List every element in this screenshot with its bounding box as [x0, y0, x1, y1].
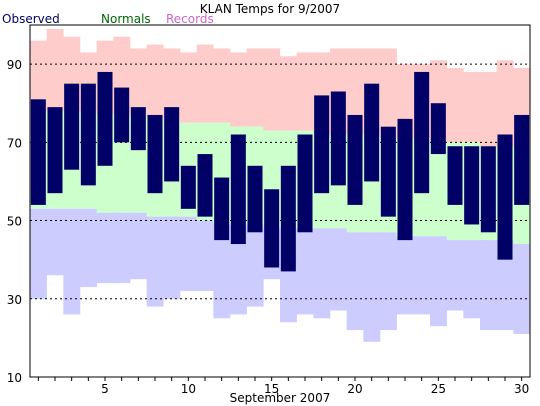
record-low-band: [146, 216, 164, 307]
observed-bar: [97, 71, 113, 166]
observed-bar: [114, 87, 130, 143]
observed-bar: [297, 134, 313, 233]
x-tick-label: 5: [101, 382, 109, 396]
record-low-band: [480, 240, 497, 331]
observed-bar: [430, 103, 446, 155]
observed-bar: [180, 165, 196, 209]
record-low-band: [130, 212, 147, 280]
observed-bar: [447, 146, 463, 205]
observed-bar: [30, 99, 46, 205]
record-low-band: [313, 228, 331, 319]
record-low-band: [513, 244, 531, 334]
record-low-band: [296, 228, 314, 315]
observed-bar: [164, 107, 180, 182]
y-tick-label: 90: [7, 58, 22, 72]
record-low-band: [213, 224, 231, 319]
record-low-band: [346, 232, 364, 331]
record-high-band: [463, 71, 481, 143]
observed-bar: [47, 107, 63, 194]
record-high-band: [296, 52, 314, 131]
record-high-band: [196, 44, 214, 123]
legend-normals: Normals: [101, 12, 151, 26]
record-low-band: [30, 208, 47, 299]
observed-bar: [330, 91, 346, 186]
record-low-band: [363, 232, 381, 342]
record-high-band: [346, 48, 364, 135]
chart-title: KLAN Temps for 9/2007: [200, 2, 340, 16]
observed-bar: [464, 146, 480, 225]
record-low-band: [463, 240, 481, 319]
y-tick-label: 50: [7, 215, 22, 229]
observed-bar: [414, 71, 430, 194]
record-high-band: [380, 48, 397, 139]
record-high-band: [246, 48, 264, 127]
y-tick-label: 30: [7, 293, 22, 307]
legend-observed: Observed: [2, 12, 60, 26]
observed-bar: [230, 134, 246, 245]
record-high-band: [263, 48, 281, 131]
record-low-band: [230, 224, 247, 315]
record-low-band: [380, 232, 397, 331]
record-high-band: [146, 44, 164, 119]
record-low-band: [113, 212, 131, 284]
record-low-band: [330, 228, 347, 311]
record-low-band: [396, 236, 414, 315]
y-tick-label: 70: [7, 136, 22, 150]
record-high-band: [213, 48, 231, 123]
x-tick-label: 25: [431, 382, 446, 396]
record-high-band: [30, 40, 47, 112]
observed-bar: [197, 154, 213, 217]
record-low-band: [163, 216, 181, 299]
observed-bar: [364, 83, 380, 182]
observed-bar: [497, 134, 513, 260]
observed-bar: [247, 165, 263, 233]
record-high-band: [46, 28, 64, 112]
observed-bar: [147, 114, 163, 194]
record-high-band: [163, 48, 181, 119]
x-tick-label: 30: [514, 382, 529, 396]
record-low-band: [430, 236, 447, 327]
record-high-band: [230, 52, 247, 127]
observed-bar: [280, 165, 296, 272]
observed-bar: [264, 189, 280, 268]
plot-area: [29, 24, 531, 381]
record-low-band: [96, 212, 114, 284]
x-axis-label: September 2007: [230, 391, 331, 405]
y-tick-label: 10: [7, 371, 22, 385]
plot-frame: [29, 24, 531, 378]
observed-bar: [380, 126, 396, 217]
record-low-band: [246, 224, 264, 307]
record-high-band: [280, 56, 297, 131]
record-low-band: [63, 208, 81, 315]
observed-bar: [347, 114, 363, 205]
record-low-band: [180, 216, 197, 291]
record-low-band: [446, 240, 464, 311]
x-tick-label: 20: [347, 382, 362, 396]
observed-bar: [64, 83, 80, 170]
observed-bar: [214, 177, 230, 241]
record-high-band: [446, 68, 464, 143]
observed-bar: [397, 118, 413, 241]
observed-bar: [480, 146, 496, 233]
observed-bar: [130, 107, 146, 151]
record-high-band: [480, 71, 497, 147]
normal-band: [430, 142, 447, 237]
record-low-band: [196, 220, 214, 291]
record-low-band: [496, 240, 514, 331]
record-low-band: [46, 208, 64, 276]
x-tick-label: 10: [181, 382, 196, 396]
record-low-band: [80, 208, 97, 288]
legend-records: Records: [166, 12, 214, 26]
observed-bar: [314, 95, 330, 194]
record-low-band: [413, 236, 431, 315]
observed-bar: [514, 114, 530, 205]
record-high-band: [496, 60, 514, 147]
x-tick-label: 15: [264, 382, 279, 396]
record-high-band: [130, 48, 147, 115]
observed-bar: [80, 83, 96, 186]
record-high-band: [180, 52, 197, 123]
